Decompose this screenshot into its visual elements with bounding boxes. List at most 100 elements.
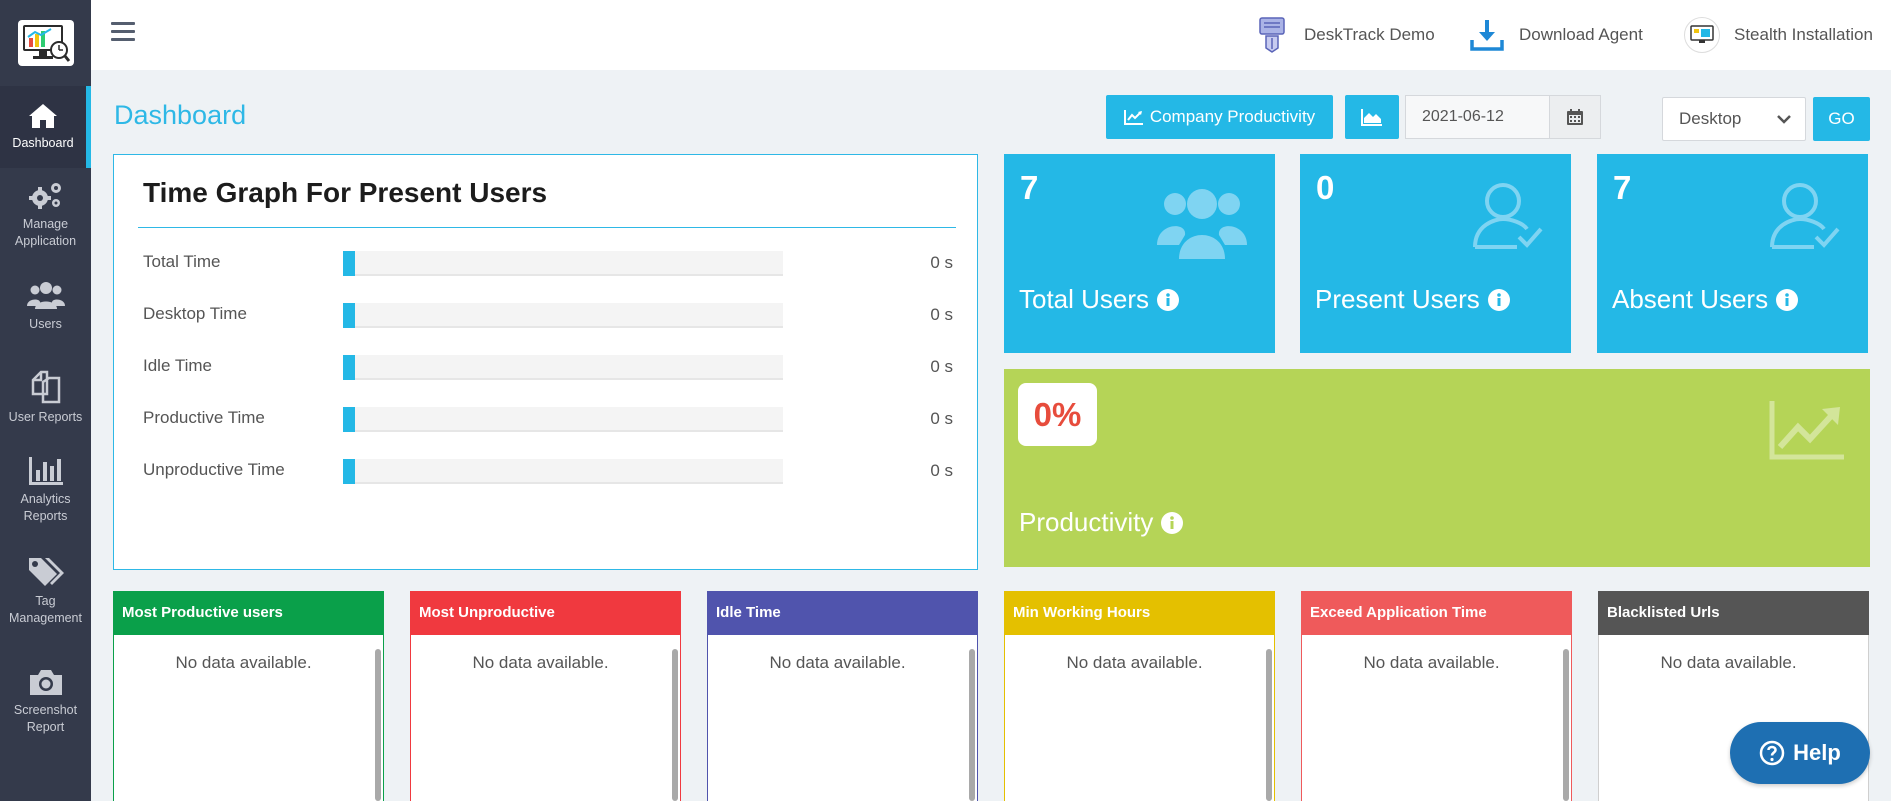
trend-up-icon xyxy=(1769,401,1844,460)
info-icon[interactable] xyxy=(1487,288,1510,311)
panel-title: Most Unproductive xyxy=(410,591,681,635)
absent-users-card[interactable]: 7 Absent Users xyxy=(1597,154,1868,353)
date-input[interactable]: 2021-06-12 xyxy=(1405,95,1551,139)
demo-icon xyxy=(1254,17,1290,53)
scrollbar[interactable] xyxy=(969,649,975,801)
scrollbar[interactable] xyxy=(1563,649,1569,801)
time-row: Unproductive Time 0 s xyxy=(143,457,953,487)
panel-title: Min Working Hours xyxy=(1004,591,1275,635)
absent-users-label: Absent Users xyxy=(1612,284,1799,315)
chevron-down-icon xyxy=(1777,115,1791,124)
total-users-card[interactable]: 7 Total Users xyxy=(1004,154,1275,353)
time-graph-title: Time Graph For Present Users xyxy=(143,177,548,208)
empty-message: No data available. xyxy=(175,653,312,672)
present-users-count: 0 xyxy=(1316,169,1335,206)
panel-title: Most Productive users xyxy=(113,591,384,635)
users-group-icon xyxy=(1157,189,1247,259)
home-icon xyxy=(29,104,57,129)
question-circle-icon xyxy=(1759,740,1785,766)
empty-message: No data available. xyxy=(769,653,906,672)
panel-title: Idle Time xyxy=(707,591,978,635)
min-working-hours-panel: Min Working Hours No data available. xyxy=(1004,591,1275,801)
sidebar-item-manage-application[interactable]: Manage Application xyxy=(0,168,91,260)
gears-icon xyxy=(28,182,61,209)
time-label: Unproductive Time xyxy=(143,460,285,479)
scrollbar[interactable] xyxy=(672,649,678,801)
download-icon xyxy=(1469,17,1505,53)
time-row: Total Time 0 s xyxy=(143,249,953,279)
area-chart-button[interactable] xyxy=(1345,95,1399,139)
blacklisted-urls-panel: Blacklisted Urls No data available. xyxy=(1598,591,1869,801)
time-row: Productive Time 0 s xyxy=(143,405,953,435)
time-progress-bar xyxy=(343,303,783,328)
time-progress-bar xyxy=(343,459,783,484)
sidebar: Dashboard Manage Application Users xyxy=(0,0,91,801)
scrollbar[interactable] xyxy=(1266,649,1272,801)
users-icon xyxy=(26,282,65,310)
sidebar-item-users[interactable]: Users xyxy=(0,260,91,352)
panel-title: Blacklisted Urls xyxy=(1598,591,1869,635)
area-chart-icon xyxy=(1361,109,1382,126)
empty-message: No data available. xyxy=(1660,653,1797,672)
time-graph-card: Time Graph For Present Users Total Time … xyxy=(113,154,978,570)
empty-message: No data available. xyxy=(472,653,609,672)
exceed-application-time-panel: Exceed Application Time No data availabl… xyxy=(1301,591,1572,801)
company-productivity-button[interactable]: Company Productivity xyxy=(1106,95,1333,139)
absent-users-count: 7 xyxy=(1613,169,1632,206)
app-logo[interactable] xyxy=(0,0,91,86)
sidebar-item-user-reports[interactable]: User Reports xyxy=(0,352,91,444)
panel-title: Exceed Application Time xyxy=(1301,591,1572,635)
sidebar-item-analytics-reports[interactable]: Analytics Reports xyxy=(0,444,91,536)
total-users-label: Total Users xyxy=(1019,284,1180,315)
go-button[interactable]: GO xyxy=(1813,97,1870,141)
camera-icon xyxy=(29,669,62,695)
time-label: Total Time xyxy=(143,252,221,271)
tags-icon xyxy=(28,557,64,586)
time-row: Desktop Time 0 s xyxy=(143,301,953,331)
info-icon[interactable] xyxy=(1157,288,1180,311)
user-check-icon xyxy=(1473,183,1543,249)
most-productive-users-panel: Most Productive users No data available. xyxy=(113,591,384,801)
user-check-icon xyxy=(1770,183,1840,249)
time-label: Desktop Time xyxy=(143,304,247,323)
calendar-icon xyxy=(1567,109,1583,125)
time-value: 0 s xyxy=(930,253,953,272)
time-value: 0 s xyxy=(930,409,953,428)
bar-chart-icon xyxy=(28,456,63,485)
time-progress-bar xyxy=(343,355,783,380)
time-value: 0 s xyxy=(930,461,953,480)
total-users-count: 7 xyxy=(1020,169,1039,206)
line-chart-icon xyxy=(1123,110,1143,125)
empty-message: No data available. xyxy=(1066,653,1203,672)
hamburger-menu-icon[interactable] xyxy=(111,22,135,46)
empty-message: No data available. xyxy=(1363,653,1500,672)
platform-select[interactable]: Desktop xyxy=(1662,97,1806,141)
sidebar-item-screenshot-report[interactable]: Screenshot Report xyxy=(0,646,91,756)
desktrack-demo-link[interactable]: DeskTrack Demo xyxy=(1254,15,1435,55)
page-title: Dashboard xyxy=(114,100,247,130)
sidebar-item-dashboard[interactable]: Dashboard xyxy=(0,86,91,168)
download-agent-link[interactable]: Download Agent xyxy=(1469,15,1643,55)
productivity-card[interactable]: 0% Productivity xyxy=(1004,369,1870,567)
time-value: 0 s xyxy=(930,305,953,324)
sidebar-item-tag-management[interactable]: Tag Management xyxy=(0,536,91,646)
top-bar: DeskTrack Demo Download Agent Stealth In… xyxy=(91,0,1891,70)
help-button[interactable]: Help xyxy=(1730,722,1870,784)
time-progress-bar xyxy=(343,251,783,276)
stealth-icon xyxy=(1684,17,1720,53)
divider xyxy=(138,227,956,228)
info-icon[interactable] xyxy=(1161,511,1184,534)
idle-time-panel: Idle Time No data available. xyxy=(707,591,978,801)
scrollbar[interactable] xyxy=(375,649,381,801)
time-progress-bar xyxy=(343,407,783,432)
calendar-button[interactable] xyxy=(1549,95,1601,139)
present-users-card[interactable]: 0 Present Users xyxy=(1300,154,1571,353)
productivity-value: 0% xyxy=(1018,383,1097,446)
present-users-label: Present Users xyxy=(1315,284,1510,315)
stealth-installation-link[interactable]: Stealth Installation xyxy=(1684,15,1873,55)
time-label: Productive Time xyxy=(143,408,265,427)
time-row: Idle Time 0 s xyxy=(143,353,953,383)
most-unproductive-panel: Most Unproductive No data available. xyxy=(410,591,681,801)
info-icon[interactable] xyxy=(1776,288,1799,311)
productivity-label: Productivity xyxy=(1019,507,1184,538)
